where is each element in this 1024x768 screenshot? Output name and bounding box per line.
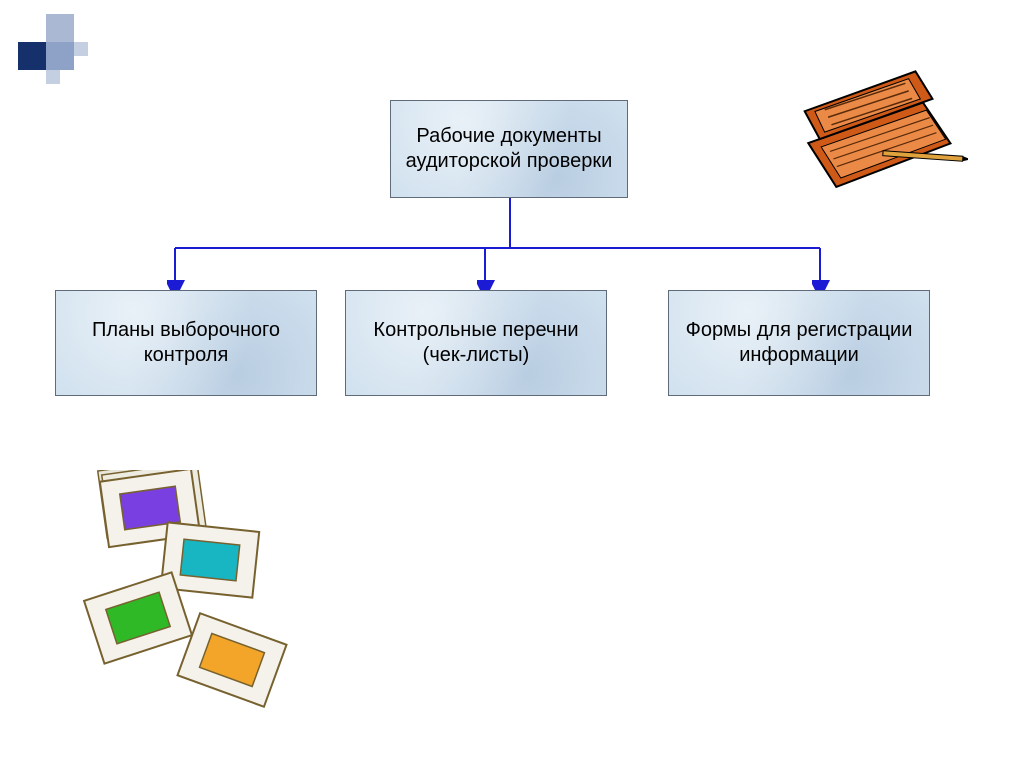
slides-stack-icon [80, 470, 340, 720]
root-node: Рабочие документы аудиторской проверки [390, 100, 628, 198]
child-node-1-label: Планы выборочного контроля [66, 318, 306, 368]
child-node-2: Контрольные перечни (чек-листы) [345, 290, 607, 396]
child-node-1: Планы выборочного контроля [55, 290, 317, 396]
corner-squares-decoration [18, 14, 108, 104]
slide-canvas: Рабочие документы аудиторской проверки П… [0, 0, 1024, 768]
child-node-3: Формы для регистрации информации [668, 290, 930, 396]
child-node-3-label: Формы для регистрации информации [679, 318, 919, 368]
checkbook-icon [798, 70, 968, 200]
root-node-label: Рабочие документы аудиторской проверки [401, 124, 617, 174]
child-node-2-label: Контрольные перечни (чек-листы) [356, 318, 596, 368]
